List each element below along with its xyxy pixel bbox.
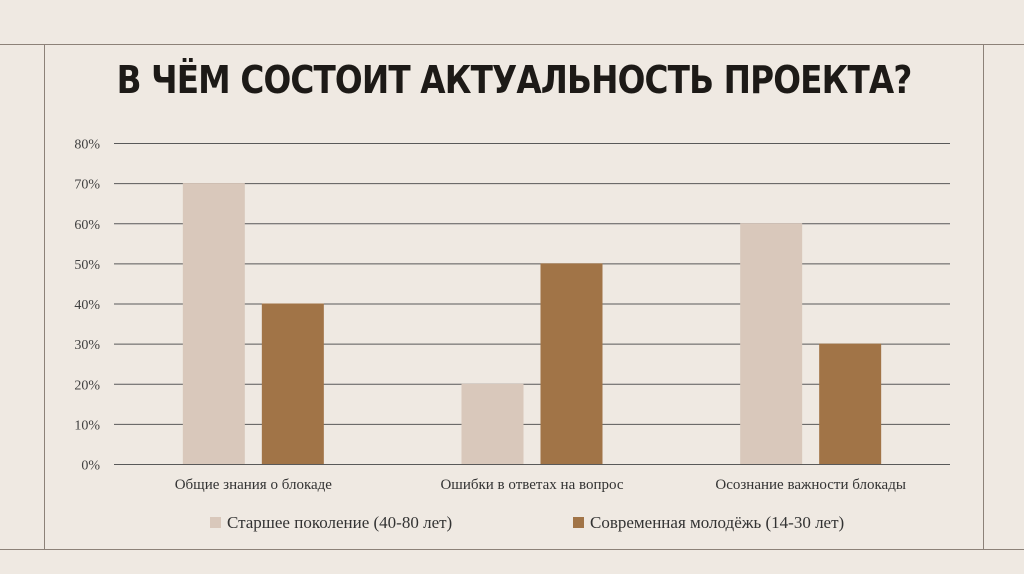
bar-youth-1 xyxy=(261,303,324,464)
x-category-label: Осознание важности блокады xyxy=(715,477,906,493)
y-axis-ticks: 0% 10% 20% 30% 40% 50% 60% 70% 80% xyxy=(74,138,100,474)
y-tick-label: 10% xyxy=(74,418,100,433)
slide-title: В ЧЁМ СОСТОИТ АКТУАЛЬНОСТЬ ПРОЕКТА? xyxy=(116,58,913,102)
legend-label: Старшее поколение (40-80 лет) xyxy=(227,513,452,532)
y-tick-label: 20% xyxy=(74,378,100,393)
x-category-label: Ошибки в ответах на вопрос xyxy=(440,477,623,493)
y-tick-label: 70% xyxy=(74,178,100,193)
bar-youth-3 xyxy=(819,343,882,464)
bar-older-generation-2 xyxy=(461,383,524,464)
frame-bottom-line xyxy=(0,549,1024,550)
x-axis-categories: Общие знания о блокаде Ошибки в ответах н… xyxy=(175,477,906,493)
y-tick-label: 50% xyxy=(74,258,100,273)
bar-youth-2 xyxy=(540,263,603,464)
frame-right-line xyxy=(983,44,984,550)
y-tick-label: 40% xyxy=(74,298,100,313)
bars xyxy=(182,183,882,464)
legend-swatch xyxy=(210,517,221,528)
x-category-label: Общие знания о блокаде xyxy=(175,477,333,493)
bar-older-generation-3 xyxy=(740,223,803,464)
y-tick-label: 60% xyxy=(74,218,100,233)
frame-top-line xyxy=(0,44,1024,45)
legend-swatch xyxy=(573,517,584,528)
y-tick-label: 30% xyxy=(74,338,100,353)
frame-left-line xyxy=(44,44,45,550)
grid-lines xyxy=(114,143,950,465)
legend-label: Современная молодёжь (14-30 лет) xyxy=(590,513,844,532)
bar-older-generation-1 xyxy=(182,183,245,464)
legend: Старшее поколение (40-80 лет) Современная… xyxy=(210,513,844,532)
y-tick-label: 80% xyxy=(74,138,100,153)
y-tick-label: 0% xyxy=(81,459,100,474)
